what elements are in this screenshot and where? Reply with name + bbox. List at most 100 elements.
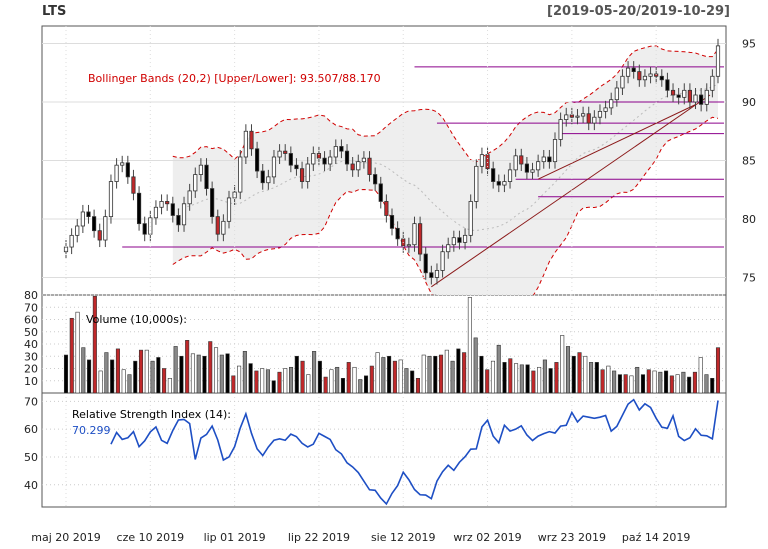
candle-body bbox=[176, 215, 181, 226]
date-range: [2019-05-20/2019-10-29] bbox=[547, 4, 730, 19]
volume-bar bbox=[439, 354, 444, 394]
candle-body bbox=[136, 192, 142, 225]
volume-bar bbox=[473, 337, 478, 394]
x-tick-label: maj 20 2019 bbox=[31, 531, 101, 544]
volume-bar bbox=[635, 366, 640, 394]
candle-body bbox=[266, 176, 271, 184]
candle-body bbox=[249, 130, 254, 150]
candle-body bbox=[670, 89, 676, 96]
candle-body bbox=[255, 148, 260, 172]
volume-bar bbox=[514, 363, 519, 394]
x-tick-label: wrz 23 2019 bbox=[538, 531, 606, 544]
volume-bar bbox=[612, 370, 617, 394]
volume-bar bbox=[300, 360, 305, 394]
rsi-last-value: 70.299 bbox=[72, 424, 111, 437]
volume-bar bbox=[127, 374, 132, 394]
candle-body bbox=[457, 237, 462, 243]
volume-bar bbox=[629, 375, 634, 394]
volume-bar bbox=[600, 369, 605, 394]
candle-body bbox=[446, 244, 451, 253]
volume-bar bbox=[508, 358, 513, 394]
volume-bar bbox=[450, 360, 455, 394]
volume-title: Volume (10,000s): bbox=[86, 313, 187, 326]
volume-bar bbox=[392, 360, 397, 394]
volume-bar bbox=[75, 311, 80, 394]
volume-tick-label: 30 bbox=[24, 350, 38, 363]
price-tick-label: 80 bbox=[742, 213, 756, 226]
candle-body bbox=[665, 79, 670, 91]
volume-bar bbox=[167, 377, 172, 394]
volume-bar bbox=[150, 360, 155, 394]
volume-bar bbox=[81, 347, 86, 394]
volume-bar bbox=[329, 369, 334, 394]
volume-bar bbox=[87, 359, 92, 394]
candle-body bbox=[69, 234, 74, 248]
volume-bar bbox=[208, 341, 213, 394]
candle-body bbox=[429, 272, 434, 278]
candle-body bbox=[193, 174, 198, 192]
volume-bar bbox=[525, 364, 530, 394]
candle-body bbox=[659, 75, 664, 81]
volume-bar bbox=[669, 375, 674, 394]
candle-body bbox=[440, 251, 445, 271]
candle-body bbox=[625, 67, 631, 77]
volume-bar bbox=[715, 347, 721, 394]
volume-bar bbox=[427, 355, 432, 394]
volume-bar bbox=[646, 369, 651, 394]
volume-bar bbox=[577, 352, 582, 394]
candle-body bbox=[344, 150, 350, 165]
volume-bar bbox=[456, 348, 461, 394]
volume-bar bbox=[479, 355, 484, 394]
bollinger-upper bbox=[172, 45, 719, 163]
candle-body bbox=[530, 169, 535, 173]
volume-bar bbox=[104, 352, 109, 394]
candle-body bbox=[682, 89, 687, 98]
volume-bar bbox=[335, 366, 340, 394]
candle-body bbox=[131, 176, 136, 194]
volume-bar bbox=[502, 362, 507, 394]
volume-bar bbox=[617, 374, 622, 394]
candle-body bbox=[648, 73, 653, 77]
volume-bar bbox=[156, 357, 161, 394]
volume-bar bbox=[589, 362, 594, 394]
volume-bar bbox=[415, 377, 420, 394]
candle-body bbox=[221, 220, 226, 235]
candle-body bbox=[159, 201, 164, 208]
candle-body bbox=[384, 201, 389, 216]
candle-body bbox=[120, 162, 125, 166]
volume-bar bbox=[554, 362, 559, 394]
volume-bar bbox=[387, 355, 392, 394]
candle-body bbox=[142, 223, 147, 235]
volume-bar bbox=[542, 359, 547, 394]
candle-body bbox=[299, 168, 305, 182]
candle-body bbox=[581, 113, 586, 117]
volume-bar bbox=[531, 370, 536, 394]
volume-bar bbox=[202, 355, 207, 394]
candle-body bbox=[491, 168, 496, 182]
volume-bar bbox=[196, 354, 201, 394]
volume-tick-label: 20 bbox=[24, 363, 38, 376]
candle-body bbox=[125, 162, 130, 178]
candle-body bbox=[86, 211, 91, 218]
volume-bar bbox=[352, 366, 357, 394]
candle-body bbox=[367, 157, 372, 175]
volume-bar bbox=[704, 374, 709, 394]
volume-bar bbox=[548, 368, 553, 394]
bollinger-fill bbox=[172, 45, 719, 295]
candle-body bbox=[451, 237, 456, 246]
x-tick-label: paź 14 2019 bbox=[622, 531, 690, 544]
volume-bar bbox=[115, 348, 120, 394]
candle-body bbox=[586, 113, 591, 124]
candle-body bbox=[271, 156, 277, 178]
volume-bar bbox=[346, 362, 351, 394]
volume-bar bbox=[179, 355, 184, 394]
volume-tick-label: 40 bbox=[24, 338, 38, 351]
volume-bar bbox=[364, 375, 369, 394]
volume-bar bbox=[687, 376, 692, 394]
candle-body bbox=[75, 225, 80, 236]
candle-body bbox=[710, 75, 715, 91]
candle-body bbox=[536, 161, 541, 171]
volume-bar bbox=[658, 371, 663, 394]
candle-body bbox=[502, 181, 507, 186]
volume-bar bbox=[681, 371, 686, 394]
